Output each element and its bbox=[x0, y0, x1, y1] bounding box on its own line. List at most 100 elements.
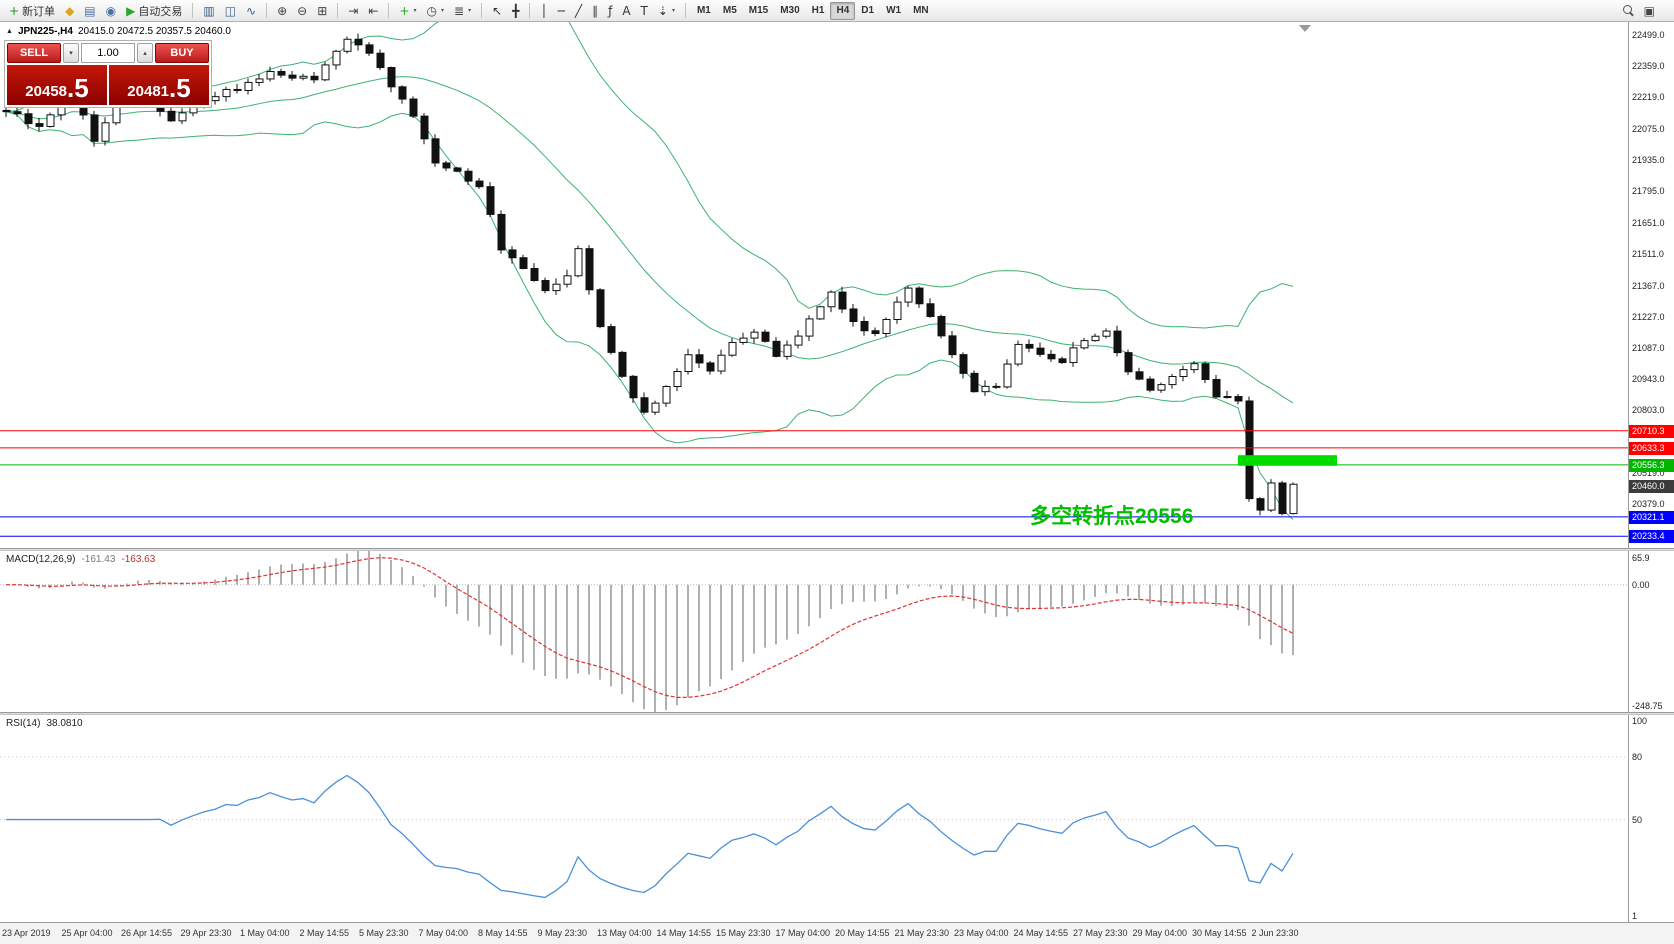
candle bbox=[101, 122, 110, 142]
timeframe-d1-button[interactable]: D1 bbox=[861, 5, 875, 16]
candle bbox=[1223, 396, 1232, 399]
zoom-out-button[interactable]: ⊖ bbox=[292, 2, 312, 20]
vertical-line-button[interactable]: │ bbox=[535, 2, 552, 20]
timeframe-h4-button[interactable]: H4 bbox=[830, 1, 856, 20]
time-tick-label: 7 May 04:00 bbox=[418, 928, 469, 938]
time-tick-label: 2 May 14:55 bbox=[299, 928, 350, 938]
candle bbox=[750, 331, 759, 339]
fibonacci-button[interactable]: ƒ bbox=[603, 2, 617, 20]
toolbar-separator bbox=[529, 3, 531, 18]
price-tick-label: 22499.0 bbox=[1632, 30, 1665, 41]
chart-shift-marker-icon[interactable] bbox=[1299, 25, 1311, 32]
macd-pane[interactable]: MACD(12,26,9) -161.43 -163.63 bbox=[0, 551, 1628, 712]
volume-increase-button[interactable]: ▴ bbox=[137, 43, 153, 63]
market-watch-button[interactable]: ▤ bbox=[79, 2, 100, 20]
candle bbox=[1179, 369, 1188, 378]
horizontal-line-button[interactable]: ─ bbox=[553, 2, 570, 20]
candle bbox=[167, 110, 176, 122]
main-chart-pane[interactable]: ▲ JPN225-,H4 20415.0 20472.5 20357.5 204… bbox=[0, 22, 1628, 548]
line-chart-icon: ∿ bbox=[246, 3, 257, 18]
rsi-label: RSI(14) 38.0810 bbox=[6, 718, 83, 729]
templates-button[interactable]: ≣ ▾ bbox=[449, 2, 476, 20]
candle bbox=[739, 337, 748, 343]
sell-price[interactable]: 20458.5 bbox=[7, 65, 107, 105]
candle bbox=[915, 287, 924, 305]
chart-profiles-button[interactable]: ◆ bbox=[60, 2, 79, 20]
chart-profiles-icon: ◆ bbox=[65, 3, 75, 18]
cursor-button[interactable]: ↖ bbox=[487, 2, 507, 20]
text-label-button[interactable]: T bbox=[636, 2, 653, 20]
trendline-button[interactable]: ╱ bbox=[570, 2, 587, 20]
candle bbox=[629, 375, 638, 399]
volume-input[interactable] bbox=[81, 43, 135, 63]
timeframe-mn-button[interactable]: MN bbox=[913, 5, 929, 16]
collapse-panel-icon[interactable]: ▲ bbox=[6, 28, 13, 35]
sell-button[interactable]: SELL bbox=[7, 43, 61, 63]
tile-windows-button[interactable]: ⊞ bbox=[312, 2, 332, 20]
bar-chart-button[interactable]: ▥ bbox=[198, 2, 219, 20]
timeframe-m5-button[interactable]: M5 bbox=[722, 5, 737, 16]
timeframe-m1-button[interactable]: M1 bbox=[696, 5, 711, 16]
line-chart-button[interactable]: ∿ bbox=[241, 2, 261, 20]
rsi-canvas[interactable] bbox=[0, 715, 1628, 922]
indicator-scale-label: 0.00 bbox=[1632, 579, 1650, 590]
buy-button[interactable]: BUY bbox=[155, 43, 209, 63]
text-button[interactable]: A bbox=[617, 2, 635, 20]
time-tick-label: 29 Apr 23:30 bbox=[180, 928, 232, 938]
arrows-button[interactable]: ⇣ ▾ bbox=[653, 2, 680, 20]
periods-button[interactable]: ◷ ▾ bbox=[422, 2, 450, 20]
macd-canvas[interactable] bbox=[0, 551, 1628, 712]
toolbar-group: + ▾ ◷ ▾ ≣ ▾ bbox=[394, 2, 476, 20]
price-axis[interactable]: 22499.0 22359.0 22219.0 22075.0 21935.0 21795… bbox=[1628, 22, 1674, 922]
time-axis[interactable]: 23 Apr 2019 25 Apr 04:00 26 Apr 14:55 29 Ap… bbox=[0, 922, 1674, 944]
candlestick-chart-button[interactable]: ◫ bbox=[220, 2, 241, 20]
candle bbox=[1047, 353, 1056, 360]
candle bbox=[453, 167, 462, 172]
pane-resize-handle[interactable] bbox=[0, 712, 1674, 715]
candle bbox=[1135, 371, 1144, 380]
rsi-pane[interactable]: RSI(14) 38.0810 bbox=[0, 715, 1628, 922]
candle bbox=[860, 320, 869, 332]
pane-resize-handle[interactable] bbox=[0, 548, 1674, 551]
rsi-value: 38.0810 bbox=[46, 718, 83, 729]
objects-list-button[interactable]: ▣ bbox=[1639, 2, 1660, 20]
price-tick-label: 21087.0 bbox=[1632, 342, 1665, 353]
buy-price[interactable]: 20481.5 bbox=[109, 65, 209, 105]
candle bbox=[1091, 335, 1100, 342]
timeframe-w1-button[interactable]: W1 bbox=[886, 5, 902, 16]
equidistant-channel-button[interactable]: ∥ bbox=[587, 2, 603, 20]
indicator-scale-label: 65.9 bbox=[1632, 553, 1650, 563]
timeframe-m30-button[interactable]: M30 bbox=[780, 5, 800, 16]
indicators-button[interactable]: + ▾ bbox=[394, 2, 421, 20]
autotrading-icon: ▶ bbox=[126, 3, 136, 18]
chart-shift-button[interactable]: ⇤ bbox=[363, 2, 383, 20]
bollinger-middle-band bbox=[5, 76, 1294, 404]
candle bbox=[1278, 482, 1287, 515]
volume-decrease-button[interactable]: ▾ bbox=[63, 43, 79, 63]
zoom-in-button[interactable]: ⊕ bbox=[272, 2, 292, 20]
equidistant-channel-icon: ∥ bbox=[592, 3, 599, 18]
sell-price-pips: .5 bbox=[67, 73, 89, 103]
candle bbox=[838, 291, 847, 310]
candle bbox=[618, 351, 627, 377]
timeframe-m15-button[interactable]: M15 bbox=[748, 5, 769, 16]
autotrading-button[interactable]: ▶ 自动交易 bbox=[121, 2, 187, 20]
candle bbox=[695, 354, 704, 364]
candle bbox=[1267, 482, 1276, 511]
macd-label: MACD(12,26,9) -161.43 -163.63 bbox=[6, 554, 155, 565]
timeframe-h1-button[interactable]: H1 bbox=[811, 5, 825, 16]
candle bbox=[475, 180, 484, 188]
indicator-scale-label: 80 bbox=[1632, 751, 1643, 762]
price-tick-label: 22359.0 bbox=[1632, 61, 1665, 72]
main-chart-canvas[interactable] bbox=[0, 22, 1628, 548]
candle bbox=[706, 362, 715, 372]
new-order-button[interactable]: + 新订单 bbox=[4, 2, 60, 20]
navigator-button[interactable]: ◉ bbox=[101, 2, 121, 20]
price-line-badge: 20321.1 bbox=[1629, 510, 1674, 524]
toolbar-separator bbox=[192, 3, 194, 18]
search-button[interactable] bbox=[1618, 2, 1639, 20]
text-label-icon: T bbox=[640, 3, 648, 18]
crosshair-button[interactable]: ╋ bbox=[507, 2, 524, 20]
chart-ohlc-values: 20415.0 20472.5 20357.5 20460.0 bbox=[77, 26, 231, 37]
auto-scroll-button[interactable]: ⇥ bbox=[343, 2, 363, 20]
